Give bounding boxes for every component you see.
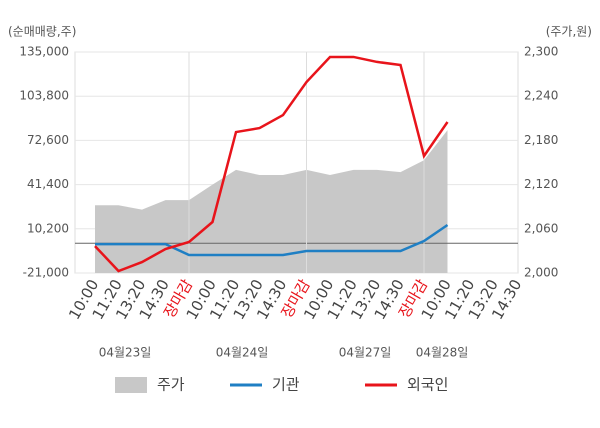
legend-label: 기관 bbox=[272, 376, 300, 394]
y2-tick-label: 2,240 bbox=[524, 89, 558, 103]
legend-label: 주가 bbox=[157, 376, 185, 394]
legend-label: 외국인 bbox=[407, 376, 448, 394]
y-tick-label: 41,400 bbox=[27, 177, 69, 191]
y-axis-label: (순매매량,주) bbox=[8, 25, 76, 39]
series-line bbox=[95, 223, 449, 257]
date-label: 04월28일 bbox=[416, 346, 469, 360]
y2-tick-label: 2,060 bbox=[524, 221, 558, 235]
y-tick-label: 103,800 bbox=[19, 89, 69, 103]
date-label: 04월24일 bbox=[216, 346, 269, 360]
y2-tick-label: 2,120 bbox=[524, 177, 558, 191]
y-tick-label: 72,600 bbox=[27, 133, 69, 147]
y2-tick-label: 2,300 bbox=[524, 45, 558, 59]
date-label: 04월27일 bbox=[339, 346, 392, 360]
legend-swatch bbox=[115, 377, 147, 393]
price-area bbox=[95, 130, 448, 273]
y2-axis-label: (주가,원) bbox=[546, 25, 592, 39]
y-tick-label: 135,000 bbox=[19, 45, 69, 59]
y-tick-label: -21,000 bbox=[23, 266, 69, 280]
y2-tick-label: 2,000 bbox=[524, 266, 558, 280]
series-line bbox=[94, 55, 449, 273]
y2-tick-label: 2,180 bbox=[524, 133, 558, 147]
y-tick-label: 10,200 bbox=[27, 221, 69, 235]
date-label: 04월23일 bbox=[99, 346, 152, 360]
